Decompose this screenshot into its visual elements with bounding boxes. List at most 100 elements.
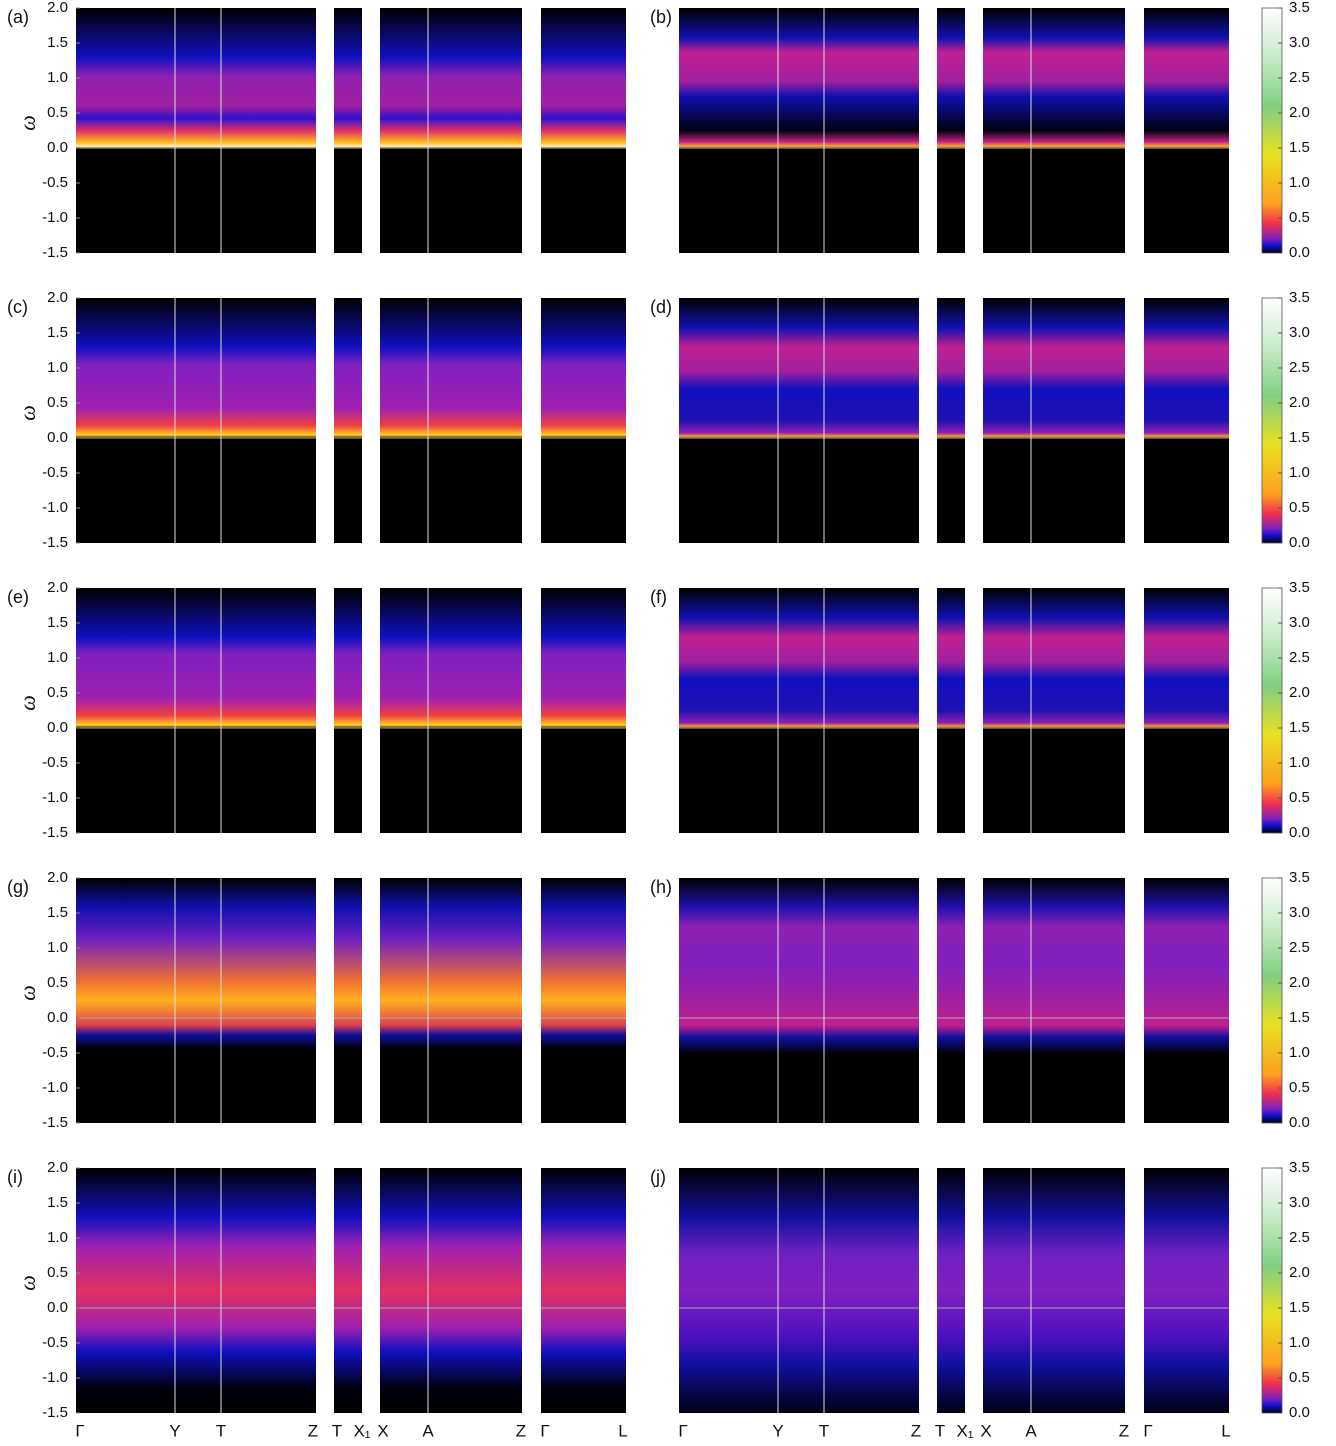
colorbar-tick-label: 1.0 <box>1289 754 1310 771</box>
y-tick-label: -0.5 <box>42 1044 68 1061</box>
heatmap <box>937 1168 965 1413</box>
heatmap <box>679 298 919 543</box>
colorbar-tick-label: 2.5 <box>1289 69 1310 86</box>
y-tick-label: -1.5 <box>42 244 68 261</box>
x-tick-label: Z <box>516 1421 526 1440</box>
colorbar-tick-label: 3.0 <box>1289 1194 1310 1211</box>
heatmap <box>334 588 362 833</box>
colorbar-tick-label: 3.0 <box>1289 34 1310 51</box>
colorbar-tick-label: 1.0 <box>1289 1044 1310 1061</box>
colorbar-tick-label: 2.0 <box>1289 394 1310 411</box>
colorbar-tick-label: 3.5 <box>1289 1159 1310 1176</box>
y-axis-label: ω <box>15 115 40 131</box>
colorbar <box>1261 1167 1283 1414</box>
heatmap <box>1144 878 1229 1123</box>
panel-label: (f) <box>650 587 667 607</box>
colorbar-tick-label: 0.0 <box>1289 1404 1310 1421</box>
y-tick-label: -1.0 <box>42 499 68 516</box>
colorbar-tick-label: 2.5 <box>1289 649 1310 666</box>
heatmap <box>679 1168 919 1413</box>
heatmap <box>380 8 522 253</box>
colorbar-tick-label: 1.0 <box>1289 174 1310 191</box>
y-tick-label: 1.5 <box>47 1194 68 1211</box>
panel-label: (a) <box>7 7 29 27</box>
colorbar-tick-label: 0.5 <box>1289 789 1310 806</box>
y-tick-label: -1.0 <box>42 209 68 226</box>
colorbar-tick-label: 3.5 <box>1289 0 1310 16</box>
heatmap <box>76 878 316 1123</box>
heatmap <box>983 8 1125 253</box>
y-tick-label: 0.5 <box>47 104 68 121</box>
y-axis-label: ω <box>15 405 40 421</box>
heatmap <box>334 298 362 543</box>
x-tick-label: Y <box>772 1421 783 1440</box>
colorbar-tick-label: 2.5 <box>1289 1229 1310 1246</box>
heatmap <box>937 588 965 833</box>
colorbar <box>1261 877 1283 1124</box>
y-tick-label: 1.5 <box>47 904 68 921</box>
colorbar-tick-label: 1.0 <box>1289 1334 1310 1351</box>
heatmap <box>679 8 919 253</box>
heatmap <box>76 8 316 253</box>
heatmap <box>380 298 522 543</box>
heatmap <box>380 878 522 1123</box>
x-tick-label: X <box>980 1421 991 1440</box>
y-tick-label: 1.5 <box>47 324 68 341</box>
heatmap <box>1144 8 1229 253</box>
x-tick-label: T <box>216 1421 226 1440</box>
heatmap <box>937 8 965 253</box>
x-tick-label: T <box>332 1421 342 1440</box>
y-tick-label: -1.5 <box>42 824 68 841</box>
heatmap <box>1144 298 1229 543</box>
x-tick-label: X <box>377 1421 388 1440</box>
colorbar-tick-label: 0.5 <box>1289 1369 1310 1386</box>
y-tick-label: -1.5 <box>42 1404 68 1421</box>
colorbar-tick-label: 1.5 <box>1289 719 1310 736</box>
colorbar-tick-label: 1.0 <box>1289 464 1310 481</box>
heatmap <box>937 878 965 1123</box>
colorbar-tick-label: 3.5 <box>1289 289 1310 306</box>
colorbar-tick-label: 3.0 <box>1289 324 1310 341</box>
y-tick-label: -0.5 <box>42 754 68 771</box>
panel-label: (g) <box>7 877 29 897</box>
x-tick-label: L <box>1221 1421 1230 1440</box>
x-tick-label: Γ <box>75 1421 84 1440</box>
x-tick-label: X₁ <box>353 1421 370 1440</box>
colorbar-tick-label: 3.5 <box>1289 579 1310 596</box>
heatmap <box>679 878 919 1123</box>
y-tick-label: 0.5 <box>47 1264 68 1281</box>
y-tick-label: 2.0 <box>47 289 68 306</box>
y-tick-label: -1.0 <box>42 1079 68 1096</box>
heatmap <box>983 878 1125 1123</box>
x-tick-label: Z <box>308 1421 318 1440</box>
colorbar-tick-label: 3.0 <box>1289 904 1310 921</box>
x-tick-label: Z <box>1119 1421 1129 1440</box>
heatmap <box>334 878 362 1123</box>
heatmap <box>541 588 626 833</box>
y-tick-label: 0.5 <box>47 684 68 701</box>
heatmap <box>76 588 316 833</box>
x-tick-label: A <box>1025 1421 1037 1440</box>
colorbar-tick-label: 2.0 <box>1289 1264 1310 1281</box>
panel-label: (e) <box>7 587 29 607</box>
heatmap <box>679 588 919 833</box>
y-tick-label: -1.5 <box>42 534 68 551</box>
x-tick-label: A <box>422 1421 434 1440</box>
y-tick-label: -0.5 <box>42 1334 68 1351</box>
colorbar-tick-label: 0.0 <box>1289 244 1310 261</box>
y-tick-label: 2.0 <box>47 869 68 886</box>
x-tick-label: Γ <box>540 1421 549 1440</box>
y-tick-label: 0.0 <box>47 139 68 156</box>
colorbar-tick-label: 3.5 <box>1289 869 1310 886</box>
y-tick-label: -1.0 <box>42 789 68 806</box>
panel-label: (j) <box>650 1167 666 1187</box>
heatmap <box>1144 588 1229 833</box>
y-tick-label: 0.0 <box>47 719 68 736</box>
heatmap <box>937 298 965 543</box>
colorbar-tick-label: 1.5 <box>1289 1009 1310 1026</box>
colorbar-tick-label: 0.5 <box>1289 499 1310 516</box>
panel-label: (d) <box>650 297 672 317</box>
y-tick-label: 2.0 <box>47 579 68 596</box>
x-tick-label: Γ <box>678 1421 687 1440</box>
